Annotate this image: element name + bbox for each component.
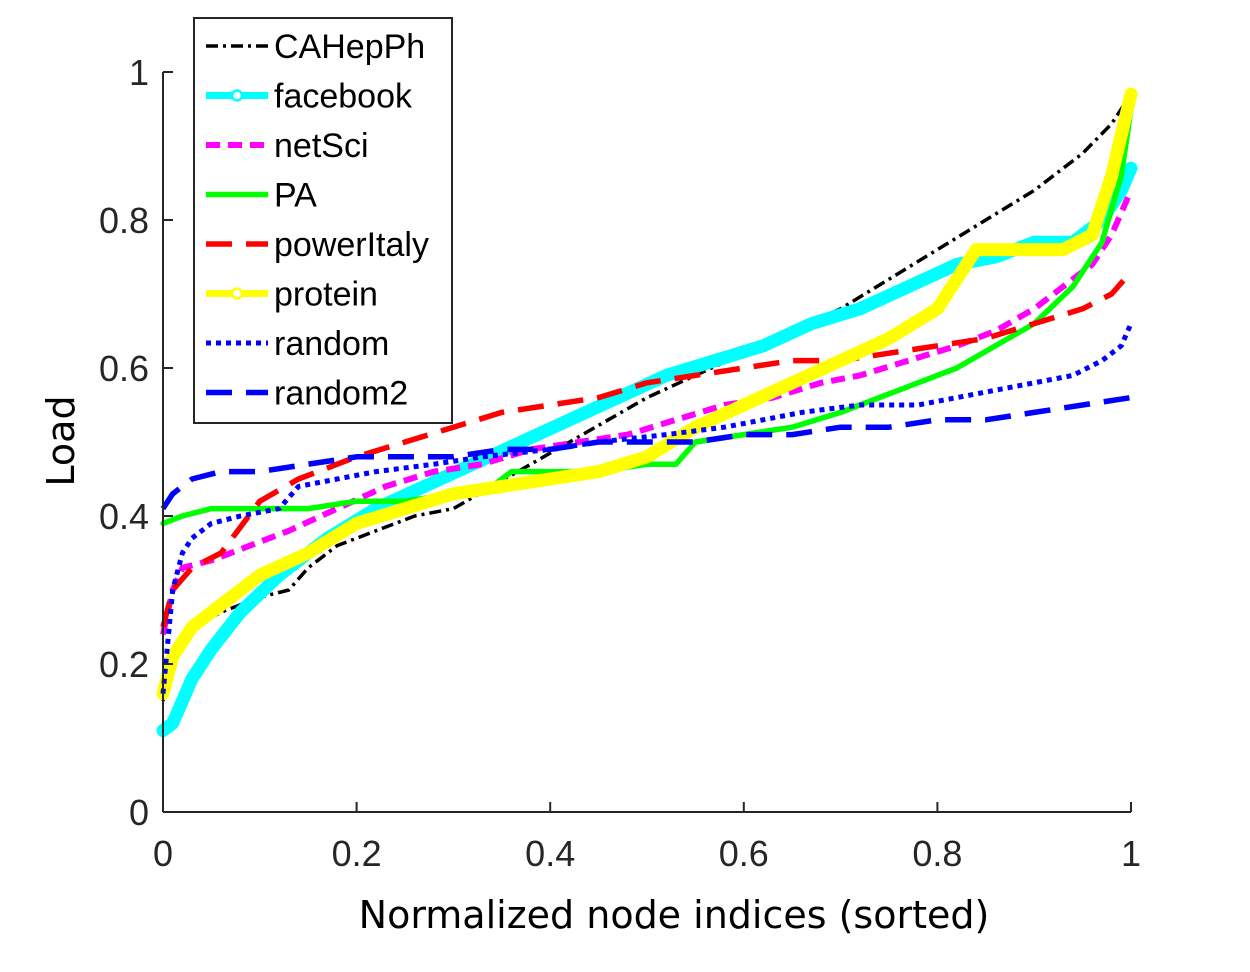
legend-label-protein: protein (274, 276, 378, 314)
legend-label-random2: random2 (274, 375, 408, 413)
y-tick-label: 0.4 (99, 496, 149, 537)
series-line-pa (160, 106, 1134, 527)
series-line-random (160, 322, 1134, 694)
y-tick-label: 0.2 (99, 644, 149, 685)
legend-label-random: random (274, 325, 389, 363)
x-axis-label: Normalized node indices (sorted) (359, 893, 990, 937)
axes-layer: 0 0.2 0.4 0.6 0.8 1 0 0.2 0.4 0.6 0.8 1 (99, 52, 1141, 874)
legend-label-netsci: netSci (274, 127, 369, 165)
x-tick-label: 0 (153, 833, 173, 874)
x-tick-label: 0.6 (719, 833, 769, 874)
legend-label-poweritaly: powerItaly (274, 226, 429, 264)
y-tick-label: 0 (129, 792, 149, 833)
y-tick-label: 1 (129, 52, 149, 93)
legend-marker-facebook (230, 89, 244, 102)
y-axis-label: Load (39, 395, 83, 486)
legend-marker-protein (230, 287, 244, 300)
x-tick-label: 0.2 (332, 833, 382, 874)
legend-label-facebook: facebook (274, 78, 413, 116)
x-tick-label: 0.8 (912, 833, 962, 874)
x-tick-label: 1 (1121, 833, 1141, 874)
legend: CAHepPh facebook netSci PA powerItaly protein… (193, 17, 453, 424)
y-tick-label: 0.6 (99, 348, 149, 389)
series-line-random2 (160, 394, 1132, 511)
series-line-cahepph (161, 93, 1133, 702)
series-line-poweritaly (160, 269, 1134, 628)
series-line-netsci (160, 189, 1134, 636)
series-layer (156, 87, 1138, 738)
y-tick-label: 0.8 (99, 200, 149, 241)
x-tick-label: 0.4 (525, 833, 575, 874)
legend-box (193, 17, 453, 424)
legend-label-pa: PA (274, 177, 317, 215)
legend-label-cahepph: CAHepPh (274, 28, 425, 66)
